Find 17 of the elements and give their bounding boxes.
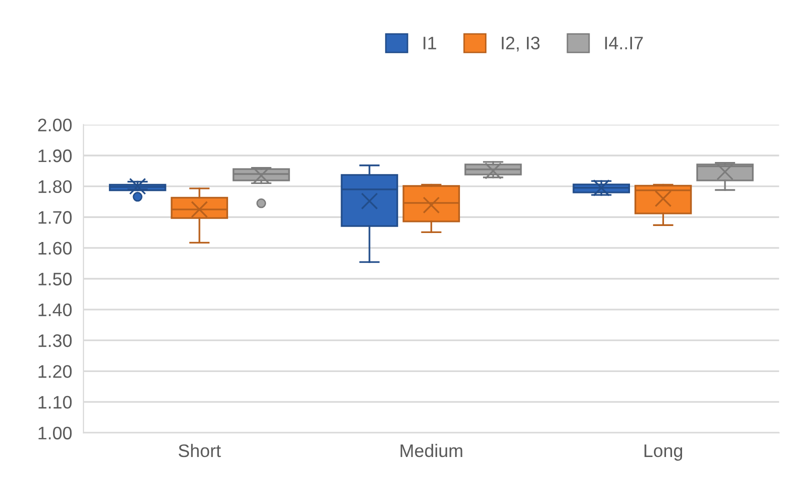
x-tick-label: Long: [644, 444, 682, 461]
legend-label: I2, I3: [502, 36, 540, 52]
y-tick-label: 1.70: [38, 211, 72, 224]
y-tick-label: 1.30: [38, 334, 72, 348]
y-tick-label: 1.60: [38, 242, 72, 255]
y-tick-label: 1.10: [38, 396, 72, 409]
legend-label: I1: [424, 36, 436, 50]
legend-label: I4..I7: [605, 36, 643, 50]
y-tick-label: 1.80: [38, 180, 72, 194]
y-tick-label: 1.20: [38, 365, 72, 378]
y-tick-label: 1.00: [38, 426, 72, 440]
y-tick-label: 1.50: [38, 272, 72, 286]
y-tick-label: 1.90: [38, 149, 72, 162]
x-tick-label: Medium: [400, 444, 462, 458]
x-tick-label: Short: [178, 444, 221, 458]
y-tick-label: 2.00: [38, 118, 72, 132]
y-tick-label: 1.40: [38, 303, 72, 316]
